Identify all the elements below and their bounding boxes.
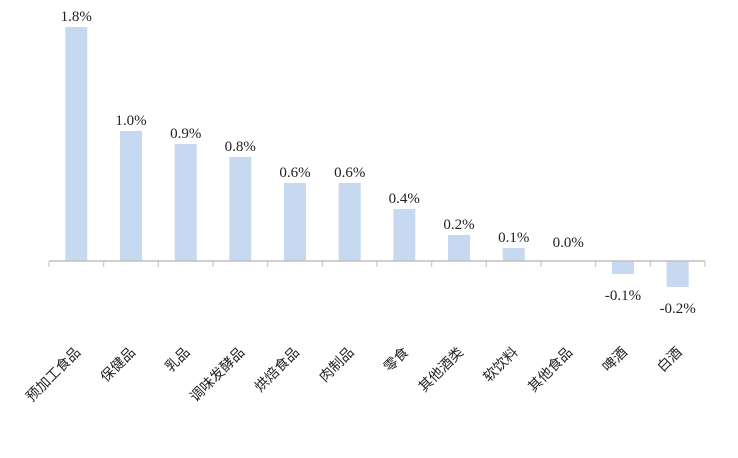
- data-label: 0.6%: [334, 165, 365, 181]
- x-tick-label: 烘焙食品: [251, 344, 303, 396]
- bar: [666, 261, 689, 287]
- x-tick-label: 啤酒: [600, 345, 631, 376]
- x-tick-label: 保健品: [98, 345, 139, 386]
- x-tick-label: 肉制品: [317, 345, 358, 386]
- bar: [229, 157, 252, 261]
- x-tick-label: 白酒: [654, 345, 685, 376]
- data-label: -0.1%: [605, 288, 641, 304]
- bar: [120, 131, 142, 261]
- x-tick-label: 其他食品: [525, 344, 577, 396]
- x-tick-label: 零食: [380, 344, 412, 376]
- bar: [448, 235, 470, 261]
- data-label: 0.0%: [553, 235, 584, 251]
- x-tick-label: 预加工食品: [23, 344, 85, 406]
- data-label: 1.0%: [115, 113, 146, 129]
- data-label: 0.6%: [279, 165, 310, 181]
- data-label: 0.2%: [443, 217, 474, 233]
- bar: [502, 248, 525, 261]
- bar: [65, 27, 88, 261]
- x-tick-label: 软饮料: [481, 345, 522, 386]
- bar: [612, 261, 634, 274]
- bar: [284, 183, 306, 261]
- data-label: -0.2%: [660, 301, 696, 317]
- data-label: 0.8%: [225, 139, 256, 155]
- data-label: 0.9%: [170, 126, 201, 142]
- x-tick-label: 调味发酵品: [187, 345, 248, 406]
- data-label: 0.4%: [389, 191, 420, 207]
- bar: [174, 144, 197, 261]
- data-label: 1.8%: [61, 9, 92, 25]
- bar: [393, 209, 416, 261]
- x-tick-label: 其他酒类: [416, 345, 467, 396]
- data-label: 0.1%: [498, 230, 529, 246]
- x-tick-label: 乳品: [162, 345, 193, 376]
- bar: [338, 183, 361, 261]
